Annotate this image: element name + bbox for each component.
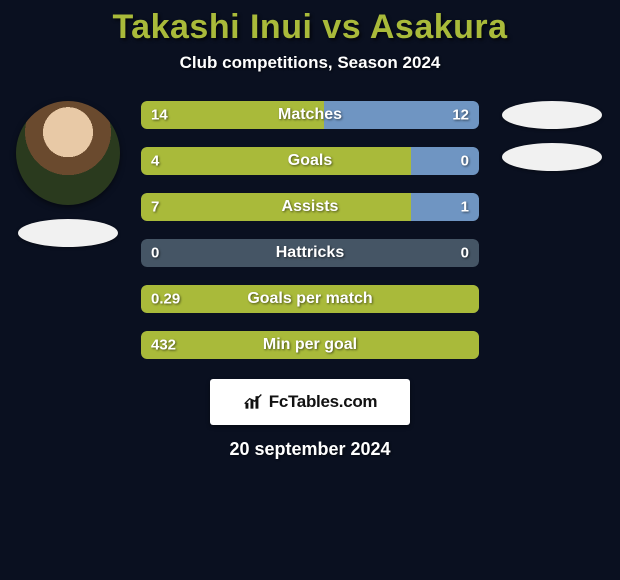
stat-row: Matches1412 — [141, 101, 479, 129]
stat-row-right-fill — [411, 193, 479, 221]
player-left-column — [8, 101, 128, 247]
stat-row-left-fill — [141, 285, 479, 313]
comparison-content: Matches1412 Goals40 Assists71 Hattricks00 Go… — [0, 101, 620, 359]
comparison-title: Takashi Inui vs Asakura — [0, 0, 620, 47]
stat-row-left-fill — [141, 147, 411, 175]
player-left-photo — [16, 101, 120, 205]
stat-row: Assists71 — [141, 193, 479, 221]
player-right-column — [492, 101, 612, 171]
stat-row-track — [141, 239, 479, 267]
player-right-flag — [502, 101, 602, 129]
stat-row-left-fill — [141, 101, 324, 129]
stat-row-right-fill — [411, 147, 479, 175]
player-left-flag — [18, 219, 118, 247]
comparison-date: 20 september 2024 — [0, 439, 620, 460]
stat-row: Goals per match0.29 — [141, 285, 479, 313]
stat-row: Min per goal432 — [141, 331, 479, 359]
player-right-flag-2 — [502, 143, 602, 171]
comparison-bars: Matches1412 Goals40 Assists71 Hattricks00 Go… — [141, 101, 479, 359]
branding-text: FcTables.com — [269, 392, 378, 412]
branding-badge: FcTables.com — [210, 379, 410, 425]
branding-chart-icon — [243, 393, 263, 411]
comparison-subtitle: Club competitions, Season 2024 — [0, 53, 620, 73]
stat-row-left-fill — [141, 193, 411, 221]
stat-row-left-fill — [141, 331, 479, 359]
stat-row: Hattricks00 — [141, 239, 479, 267]
stat-row-right-fill — [324, 101, 479, 129]
stat-row: Goals40 — [141, 147, 479, 175]
